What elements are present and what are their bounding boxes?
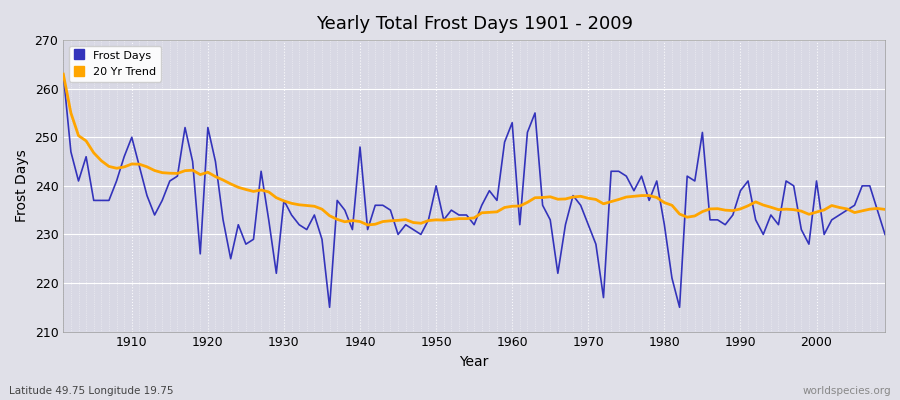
- Frost Days: [339, 208, 350, 212]
- X-axis label: Year: Year: [460, 355, 489, 369]
- 20 Yr Trend: [362, 222, 373, 227]
- Line: 20 Yr Trend: 20 Yr Trend: [63, 74, 885, 225]
- Frost Days: [286, 212, 297, 217]
- Text: Latitude 49.75 Longitude 19.75: Latitude 49.75 Longitude 19.75: [9, 386, 174, 396]
- Frost Days: [606, 169, 616, 174]
- 20 Yr Trend: [58, 72, 68, 76]
- Frost Days: [324, 305, 335, 310]
- Frost Days: [879, 232, 890, 237]
- Text: worldspecies.org: worldspecies.org: [803, 386, 891, 396]
- 20 Yr Trend: [286, 201, 297, 206]
- 20 Yr Trend: [332, 217, 343, 222]
- 20 Yr Trend: [606, 199, 616, 204]
- 20 Yr Trend: [507, 204, 517, 209]
- Frost Days: [515, 222, 526, 227]
- 20 Yr Trend: [515, 204, 526, 208]
- Frost Days: [119, 154, 130, 159]
- 20 Yr Trend: [119, 164, 130, 169]
- Y-axis label: Frost Days: Frost Days: [15, 150, 29, 222]
- 20 Yr Trend: [879, 207, 890, 212]
- Frost Days: [58, 72, 68, 76]
- Legend: Frost Days, 20 Yr Trend: Frost Days, 20 Yr Trend: [68, 46, 161, 82]
- Frost Days: [507, 120, 517, 125]
- Title: Yearly Total Frost Days 1901 - 2009: Yearly Total Frost Days 1901 - 2009: [316, 15, 633, 33]
- Line: Frost Days: Frost Days: [63, 74, 885, 307]
